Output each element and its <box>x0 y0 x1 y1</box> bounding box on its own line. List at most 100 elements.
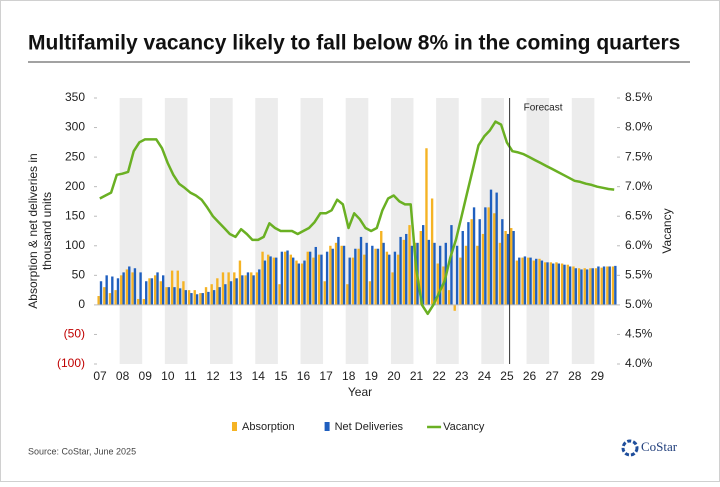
bar <box>111 276 114 305</box>
y2-tick-label: 4.5% <box>625 327 653 341</box>
year-band <box>164 98 188 364</box>
bar <box>190 293 193 305</box>
bar <box>478 219 481 305</box>
bar <box>455 245 459 305</box>
bar <box>323 281 326 305</box>
bar <box>275 257 278 305</box>
bar <box>105 275 108 305</box>
x-tick-label: 27 <box>545 369 559 383</box>
x-tick-label: 15 <box>274 369 288 383</box>
bar <box>410 245 414 305</box>
bar <box>572 266 575 305</box>
bar <box>557 263 561 305</box>
bar <box>427 239 431 305</box>
y2-tick-label: 4.0% <box>625 356 653 370</box>
bar <box>128 266 131 305</box>
bar <box>114 290 117 305</box>
x-tick-label: 12 <box>206 369 220 383</box>
bar <box>436 263 439 305</box>
bar <box>300 263 304 305</box>
bar <box>173 287 176 305</box>
bar <box>142 298 146 305</box>
bar <box>325 251 329 305</box>
bar <box>187 290 191 305</box>
x-tick-label: 14 <box>252 369 266 383</box>
bar <box>540 260 544 305</box>
bar <box>250 272 253 305</box>
bar <box>167 287 171 305</box>
x-tick-label: 08 <box>116 369 130 383</box>
bar <box>258 269 261 305</box>
bar <box>538 258 541 305</box>
x-tick-label: 19 <box>365 369 379 383</box>
bar <box>566 264 569 305</box>
bar <box>145 281 148 305</box>
bar <box>397 254 400 305</box>
bar <box>535 258 538 305</box>
bar <box>438 245 442 305</box>
bar <box>308 251 312 305</box>
y2-tick-label: 6.0% <box>625 238 653 252</box>
legend-label: Absorption <box>242 421 295 433</box>
bar <box>580 269 583 305</box>
bar <box>532 260 536 305</box>
bar <box>331 248 334 305</box>
bar <box>99 281 103 305</box>
bar <box>484 207 487 305</box>
bar <box>523 256 527 305</box>
bar <box>272 257 276 305</box>
bar <box>380 231 383 305</box>
bar <box>216 278 219 305</box>
bar <box>481 233 485 305</box>
bar <box>606 266 609 305</box>
y-tick-label: 150 <box>65 208 85 222</box>
bar <box>218 287 221 305</box>
bar <box>306 251 309 305</box>
bar <box>357 248 360 305</box>
x-tick-label: 16 <box>297 369 311 383</box>
bar <box>292 257 295 305</box>
x-tick-label: 10 <box>161 369 175 383</box>
bar <box>108 293 112 305</box>
legend-swatch <box>324 422 330 431</box>
y2-tick-label: 5.0% <box>625 297 653 311</box>
x-tick-label: 26 <box>523 369 537 383</box>
bar <box>244 275 247 305</box>
bar <box>611 266 615 305</box>
bar <box>419 231 422 305</box>
x-tick-label: 17 <box>319 369 333 383</box>
bar <box>133 268 137 305</box>
bar <box>165 287 168 305</box>
bar <box>521 257 524 305</box>
year-band <box>300 98 324 364</box>
bar <box>280 251 284 305</box>
bar <box>342 245 346 305</box>
legend-item: Absorption <box>232 421 295 433</box>
bar <box>312 257 315 305</box>
bar <box>476 245 479 305</box>
year-band <box>119 98 143 364</box>
bar <box>388 254 391 305</box>
bar <box>193 290 196 305</box>
bar <box>182 281 185 305</box>
x-axis-label: Year <box>348 385 372 399</box>
bar <box>472 207 476 305</box>
y-tick-label: 0 <box>78 297 85 311</box>
bar <box>195 294 199 305</box>
bar <box>467 222 470 305</box>
bar <box>510 228 513 305</box>
bar <box>103 287 106 305</box>
x-tick-label: 07 <box>93 369 107 383</box>
logo-text: CoStar <box>641 439 678 454</box>
bar <box>348 257 351 305</box>
year-band <box>345 98 369 364</box>
bar <box>589 268 592 305</box>
bar <box>351 257 355 305</box>
bar <box>314 246 317 305</box>
bar <box>317 254 321 305</box>
bar <box>289 254 292 305</box>
vacancy-line <box>99 120 615 316</box>
x-tick-label: 20 <box>387 369 401 383</box>
